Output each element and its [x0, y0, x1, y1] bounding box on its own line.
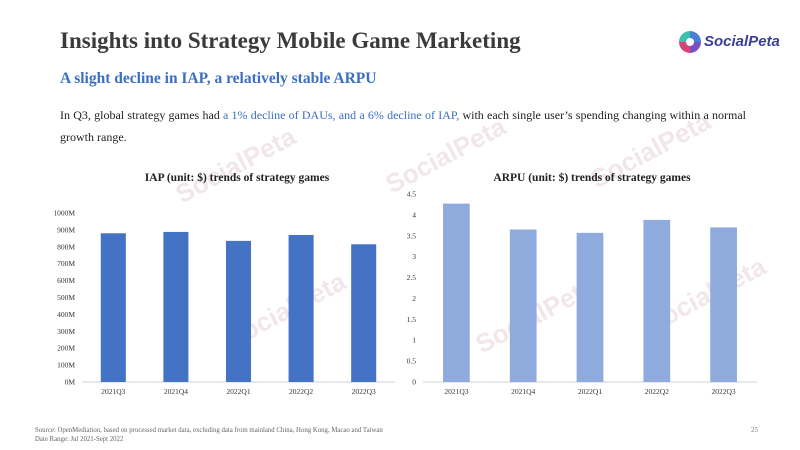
- x-tick-label: 2022Q3: [352, 387, 376, 396]
- y-tick-label: 100M: [57, 361, 75, 370]
- bar: [576, 232, 604, 382]
- y-tick-label: 900M: [57, 225, 75, 234]
- bar: [225, 240, 252, 382]
- x-tick-label: 2021Q3: [101, 387, 125, 396]
- iap-chart-title: IAP (unit: $) trends of strategy games: [144, 172, 330, 184]
- x-tick-label: 2021Q4: [164, 387, 188, 396]
- bar: [643, 219, 671, 382]
- y-tick-label: 500M: [57, 293, 75, 302]
- y-tick-label: 3.5: [407, 231, 417, 240]
- y-tick-label: 0.5: [407, 357, 417, 366]
- x-tick-label: 2021Q4: [511, 387, 535, 396]
- bar: [710, 227, 737, 382]
- page-title: Insights into Strategy Mobile Game Marke…: [60, 28, 521, 53]
- y-tick-label: 0M: [65, 378, 76, 387]
- y-tick-label: 600M: [57, 276, 75, 285]
- logo-text: SocialPeta: [704, 33, 780, 50]
- y-tick-label: 700M: [57, 259, 75, 268]
- y-tick-label: 800M: [57, 242, 75, 251]
- bar: [443, 203, 470, 382]
- y-tick-label: 2.5: [407, 273, 417, 282]
- y-tick-label: 400M: [57, 310, 75, 319]
- summary-paragraph: In Q3, global strategy games had a 1% de…: [60, 104, 746, 148]
- paragraph-text: with each single user’s spending changin…: [60, 108, 746, 144]
- x-tick-label: 2022Q1: [578, 387, 602, 396]
- x-tick-label: 2021Q3: [444, 387, 468, 396]
- socialpeta-logo: SocialPeta: [678, 30, 780, 56]
- date-range-note: Date Range: Jul 2021-Sept 2022: [35, 436, 124, 443]
- bar: [351, 244, 377, 382]
- bar: [288, 234, 314, 382]
- page-number: 25: [751, 426, 758, 434]
- footer-source: Source: OpenMediation, based on processe…: [35, 426, 383, 444]
- source-note: Source: OpenMediation, based on processe…: [35, 427, 383, 434]
- y-tick-label: 0: [412, 378, 416, 387]
- x-tick-label: 2022Q2: [289, 387, 313, 396]
- bar: [509, 229, 537, 382]
- y-tick-label: 200M: [57, 344, 75, 353]
- y-tick-label: 4.5: [407, 190, 417, 199]
- x-tick-label: 2022Q1: [226, 387, 250, 396]
- bar: [100, 233, 126, 382]
- y-tick-label: 300M: [57, 327, 75, 336]
- section-subtitle: A slight decline in IAP, a relatively st…: [60, 70, 377, 87]
- bar: [163, 231, 189, 382]
- paragraph-highlight: a 1% decline of DAUs, and a 6% decline o…: [223, 108, 460, 122]
- x-tick-label: 2022Q3: [712, 387, 736, 396]
- y-tick-label: 1.5: [407, 315, 417, 324]
- x-tick-label: 2022Q2: [645, 387, 669, 396]
- y-tick-label: 2: [412, 294, 416, 303]
- y-tick-label: 3: [412, 252, 416, 261]
- logo-mark-icon: [679, 31, 701, 53]
- y-tick-label: 4: [412, 210, 416, 219]
- y-tick-label: 1000M: [53, 209, 75, 218]
- paragraph-text: In Q3, global strategy games had: [60, 108, 223, 122]
- arpu-chart-title: ARPU (unit: $) trends of strategy games: [493, 172, 691, 184]
- y-tick-label: 1: [412, 336, 416, 345]
